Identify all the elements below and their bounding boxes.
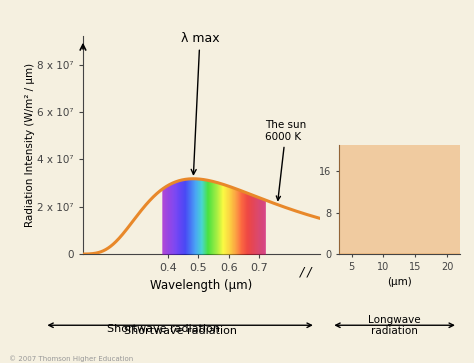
Text: The earth
288 K: The earth 288 K [0,362,1,363]
Text: λ max: λ max [0,362,1,363]
Text: λ max: λ max [181,32,219,175]
X-axis label: (μm): (μm) [387,277,412,287]
Text: Shortwave radiation: Shortwave radiation [107,323,220,334]
Text: Shortwave radiation: Shortwave radiation [124,326,237,336]
Y-axis label: Radiation Intensity (W/m² / μm): Radiation Intensity (W/m² / μm) [25,63,35,227]
Text: The sun
6000 K: The sun 6000 K [265,120,307,200]
X-axis label: Wavelength (μm): Wavelength (μm) [150,279,253,292]
Text: Longwave
radiation: Longwave radiation [368,314,421,336]
Text: © 2007 Thomson Higher Education: © 2007 Thomson Higher Education [9,355,134,362]
Text: / /: / / [300,266,312,279]
